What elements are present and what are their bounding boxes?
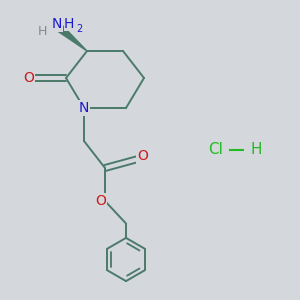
Text: H: H <box>37 25 47 38</box>
Polygon shape <box>56 24 87 51</box>
Text: O: O <box>23 71 34 85</box>
Text: H: H <box>64 17 74 31</box>
Text: H: H <box>251 142 262 158</box>
Text: O: O <box>95 194 106 208</box>
Text: N: N <box>52 17 62 31</box>
Text: N: N <box>79 101 89 115</box>
Text: 2: 2 <box>76 23 82 34</box>
Text: Cl: Cl <box>208 142 224 158</box>
Text: O: O <box>137 149 148 163</box>
